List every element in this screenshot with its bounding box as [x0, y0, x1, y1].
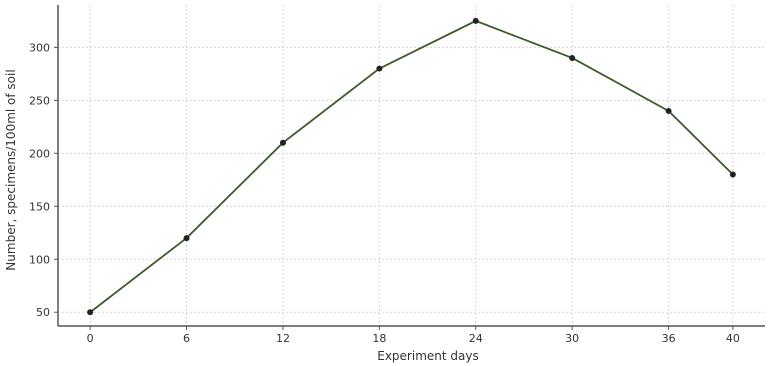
x-tick-label: 6: [183, 332, 190, 345]
y-tick-label: 150: [29, 200, 50, 213]
x-tick-label: 30: [565, 332, 579, 345]
x-tick-label: 12: [276, 332, 290, 345]
y-tick-label: 100: [29, 253, 50, 266]
axes: [57, 5, 765, 327]
y-axis-title: Number, specimens/100ml of soil: [4, 69, 18, 270]
data-point: [376, 65, 383, 72]
y-tick-label: 250: [29, 94, 50, 107]
series-line-group: [89, 19, 734, 313]
y-tick-label: 300: [29, 41, 50, 54]
y-tick-label: 200: [29, 147, 50, 160]
data-point: [665, 107, 672, 114]
data-point: [472, 17, 479, 24]
y-tick-label: 50: [36, 306, 50, 319]
x-tick-label: 36: [662, 332, 676, 345]
data-point: [729, 171, 736, 178]
series-line: [89, 19, 734, 313]
data-point: [87, 309, 94, 316]
x-tick-label: 18: [372, 332, 386, 345]
data-point: [569, 54, 576, 61]
x-axis-title: Experiment days: [377, 349, 478, 363]
x-tick-label: 24: [469, 332, 483, 345]
data-point: [183, 235, 190, 242]
data-point: [279, 139, 286, 146]
x-tick-labels: 0 6 12 18 24 30 36 40: [87, 326, 740, 345]
y-tick-labels: 50 100 150 200 250 300: [29, 41, 58, 319]
grid-lines: [58, 5, 765, 326]
data-points: [87, 17, 736, 316]
x-tick-label: 0: [87, 332, 94, 345]
x-tick-label: 40: [726, 332, 740, 345]
